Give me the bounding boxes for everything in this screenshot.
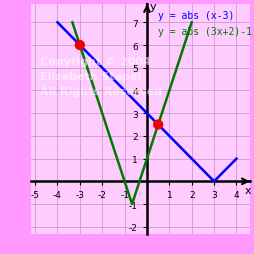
- Point: [77, 44, 82, 48]
- Text: y: y: [149, 2, 156, 12]
- Text: x: x: [243, 186, 250, 196]
- Text: y = abs (x-3): y = abs (x-3): [157, 11, 233, 21]
- Point: [155, 123, 160, 127]
- Text: Copyright © 2004
Elizabeth Stapel
All Rights Reserved: Copyright © 2004 Elizabeth Stapel All Ri…: [39, 57, 161, 97]
- Text: y = abs (3x+2)-1: y = abs (3x+2)-1: [157, 27, 251, 37]
